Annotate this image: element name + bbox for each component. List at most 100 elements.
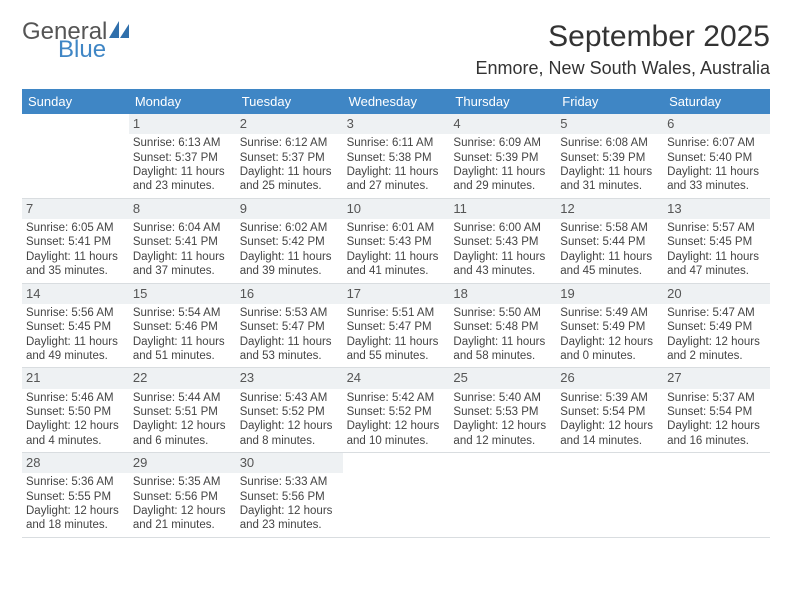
sunrise-line-value: 5:43 AM: [285, 392, 327, 404]
sunset-line: Sunset: 5:49 PM: [667, 320, 766, 334]
calendar-cell: 11Sunrise: 6:00 AMSunset: 5:43 PMDayligh…: [449, 199, 556, 284]
daylight-line: Daylight: 12 hours and 8 minutes.: [240, 419, 339, 448]
sunset-line-label: Sunset:: [240, 236, 282, 248]
day-number: 6: [663, 114, 770, 134]
sunrise-line-value: 6:11 AM: [392, 137, 433, 149]
sunrise-line-label: Sunrise:: [667, 392, 712, 404]
calendar-cell: 22Sunrise: 5:44 AMSunset: 5:51 PMDayligh…: [129, 368, 236, 453]
day-number: 10: [343, 199, 450, 219]
daylight-line: Daylight: 12 hours and 0 minutes.: [560, 335, 659, 364]
day-number: 21: [22, 368, 129, 388]
day-number: 15: [129, 284, 236, 304]
daylight-line-label: Daylight:: [453, 336, 501, 348]
daylight-line-label: Daylight:: [347, 336, 395, 348]
sunrise-line: Sunrise: 5:33 AM: [240, 475, 339, 489]
sunset-line-label: Sunset:: [560, 236, 602, 248]
daylight-line-label: Daylight:: [560, 420, 608, 432]
sunrise-line-label: Sunrise:: [453, 137, 498, 149]
weekday-header: Thursday: [449, 89, 556, 114]
sunrise-line-label: Sunrise:: [26, 392, 71, 404]
sunset-line: Sunset: 5:37 PM: [133, 151, 232, 165]
sunset-line-label: Sunset:: [560, 152, 602, 164]
daylight-line: Daylight: 12 hours and 14 minutes.: [560, 419, 659, 448]
sunset-line-value: 5:56 PM: [175, 491, 218, 503]
weekday-header: Friday: [556, 89, 663, 114]
sunrise-line: Sunrise: 6:12 AM: [240, 136, 339, 150]
sunrise-line: Sunrise: 6:01 AM: [347, 221, 446, 235]
sunrise-line-label: Sunrise:: [667, 137, 712, 149]
day-number: 28: [22, 453, 129, 473]
daylight-line: Daylight: 12 hours and 4 minutes.: [26, 419, 125, 448]
calendar-cell: 21Sunrise: 5:46 AMSunset: 5:50 PMDayligh…: [22, 368, 129, 453]
sunrise-line-value: 6:07 AM: [713, 137, 755, 149]
sunset-line: Sunset: 5:50 PM: [26, 405, 125, 419]
daylight-line: Daylight: 11 hours and 55 minutes.: [347, 335, 446, 364]
sunrise-line-label: Sunrise:: [240, 307, 285, 319]
sunset-line-value: 5:38 PM: [389, 152, 432, 164]
sunrise-line: Sunrise: 5:49 AM: [560, 306, 659, 320]
calendar-cell: 15Sunrise: 5:54 AMSunset: 5:46 PMDayligh…: [129, 284, 236, 369]
sunset-line-label: Sunset:: [240, 406, 282, 418]
sunrise-line-value: 5:49 AM: [606, 307, 648, 319]
sunset-line: Sunset: 5:54 PM: [667, 405, 766, 419]
calendar-cell: 26Sunrise: 5:39 AMSunset: 5:54 PMDayligh…: [556, 368, 663, 453]
daylight-line: Daylight: 11 hours and 33 minutes.: [667, 165, 766, 194]
sunrise-line-value: 5:40 AM: [499, 392, 541, 404]
day-number: 8: [129, 199, 236, 219]
sunrise-line-value: 5:54 AM: [178, 307, 220, 319]
sunrise-line-value: 6:01 AM: [392, 222, 434, 234]
sunrise-line-label: Sunrise:: [240, 476, 285, 488]
sunset-line-value: 5:46 PM: [175, 321, 218, 333]
calendar-cell: 23Sunrise: 5:43 AMSunset: 5:52 PMDayligh…: [236, 368, 343, 453]
daylight-line-label: Daylight:: [453, 166, 501, 178]
sunrise-line: Sunrise: 5:42 AM: [347, 391, 446, 405]
sunset-line: Sunset: 5:52 PM: [347, 405, 446, 419]
sunset-line-label: Sunset:: [133, 152, 175, 164]
sunrise-line-value: 6:12 AM: [285, 137, 327, 149]
sunrise-line-label: Sunrise:: [347, 307, 392, 319]
sunset-line-label: Sunset:: [453, 406, 495, 418]
sunrise-line: Sunrise: 6:11 AM: [347, 136, 446, 150]
sunset-line-value: 5:52 PM: [282, 406, 325, 418]
sunset-line-label: Sunset:: [133, 321, 175, 333]
daylight-line: Daylight: 11 hours and 29 minutes.: [453, 165, 552, 194]
calendar-cell: 18Sunrise: 5:50 AMSunset: 5:48 PMDayligh…: [449, 284, 556, 369]
sunrise-line-value: 5:56 AM: [71, 307, 113, 319]
calendar-cell: 9Sunrise: 6:02 AMSunset: 5:42 PMDaylight…: [236, 199, 343, 284]
sunrise-line-value: 5:42 AM: [392, 392, 434, 404]
calendar-cell: 12Sunrise: 5:58 AMSunset: 5:44 PMDayligh…: [556, 199, 663, 284]
sunrise-line: Sunrise: 5:36 AM: [26, 475, 125, 489]
day-number: 22: [129, 368, 236, 388]
day-number: 29: [129, 453, 236, 473]
sunrise-line: Sunrise: 5:54 AM: [133, 306, 232, 320]
sunset-line-value: 5:39 PM: [602, 152, 645, 164]
sunset-line: Sunset: 5:37 PM: [240, 151, 339, 165]
sunrise-line: Sunrise: 6:00 AM: [453, 221, 552, 235]
sunset-line-label: Sunset:: [347, 321, 389, 333]
sunset-line-label: Sunset:: [667, 321, 709, 333]
sunset-line-label: Sunset:: [667, 236, 709, 248]
sunset-line-value: 5:56 PM: [282, 491, 325, 503]
sunrise-line: Sunrise: 5:40 AM: [453, 391, 552, 405]
day-number: 9: [236, 199, 343, 219]
day-number: 30: [236, 453, 343, 473]
sunrise-line-value: 5:50 AM: [499, 307, 541, 319]
calendar-cell: 6Sunrise: 6:07 AMSunset: 5:40 PMDaylight…: [663, 114, 770, 199]
day-number: 12: [556, 199, 663, 219]
daylight-line-label: Daylight:: [133, 166, 181, 178]
sunrise-line-label: Sunrise:: [453, 222, 498, 234]
sunrise-line-label: Sunrise:: [453, 392, 498, 404]
sunset-line-value: 5:54 PM: [709, 406, 752, 418]
sunset-line-value: 5:47 PM: [282, 321, 325, 333]
day-number: 11: [449, 199, 556, 219]
sunset-line-value: 5:45 PM: [709, 236, 752, 248]
sunset-line-label: Sunset:: [560, 321, 602, 333]
sunrise-line: Sunrise: 5:35 AM: [133, 475, 232, 489]
daylight-line: Daylight: 12 hours and 16 minutes.: [667, 419, 766, 448]
sunset-line-label: Sunset:: [133, 236, 175, 248]
sunset-line-label: Sunset:: [347, 236, 389, 248]
calendar-cell: 3Sunrise: 6:11 AMSunset: 5:38 PMDaylight…: [343, 114, 450, 199]
sunset-line-label: Sunset:: [26, 321, 68, 333]
sunset-line-value: 5:53 PM: [496, 406, 539, 418]
day-number: 23: [236, 368, 343, 388]
